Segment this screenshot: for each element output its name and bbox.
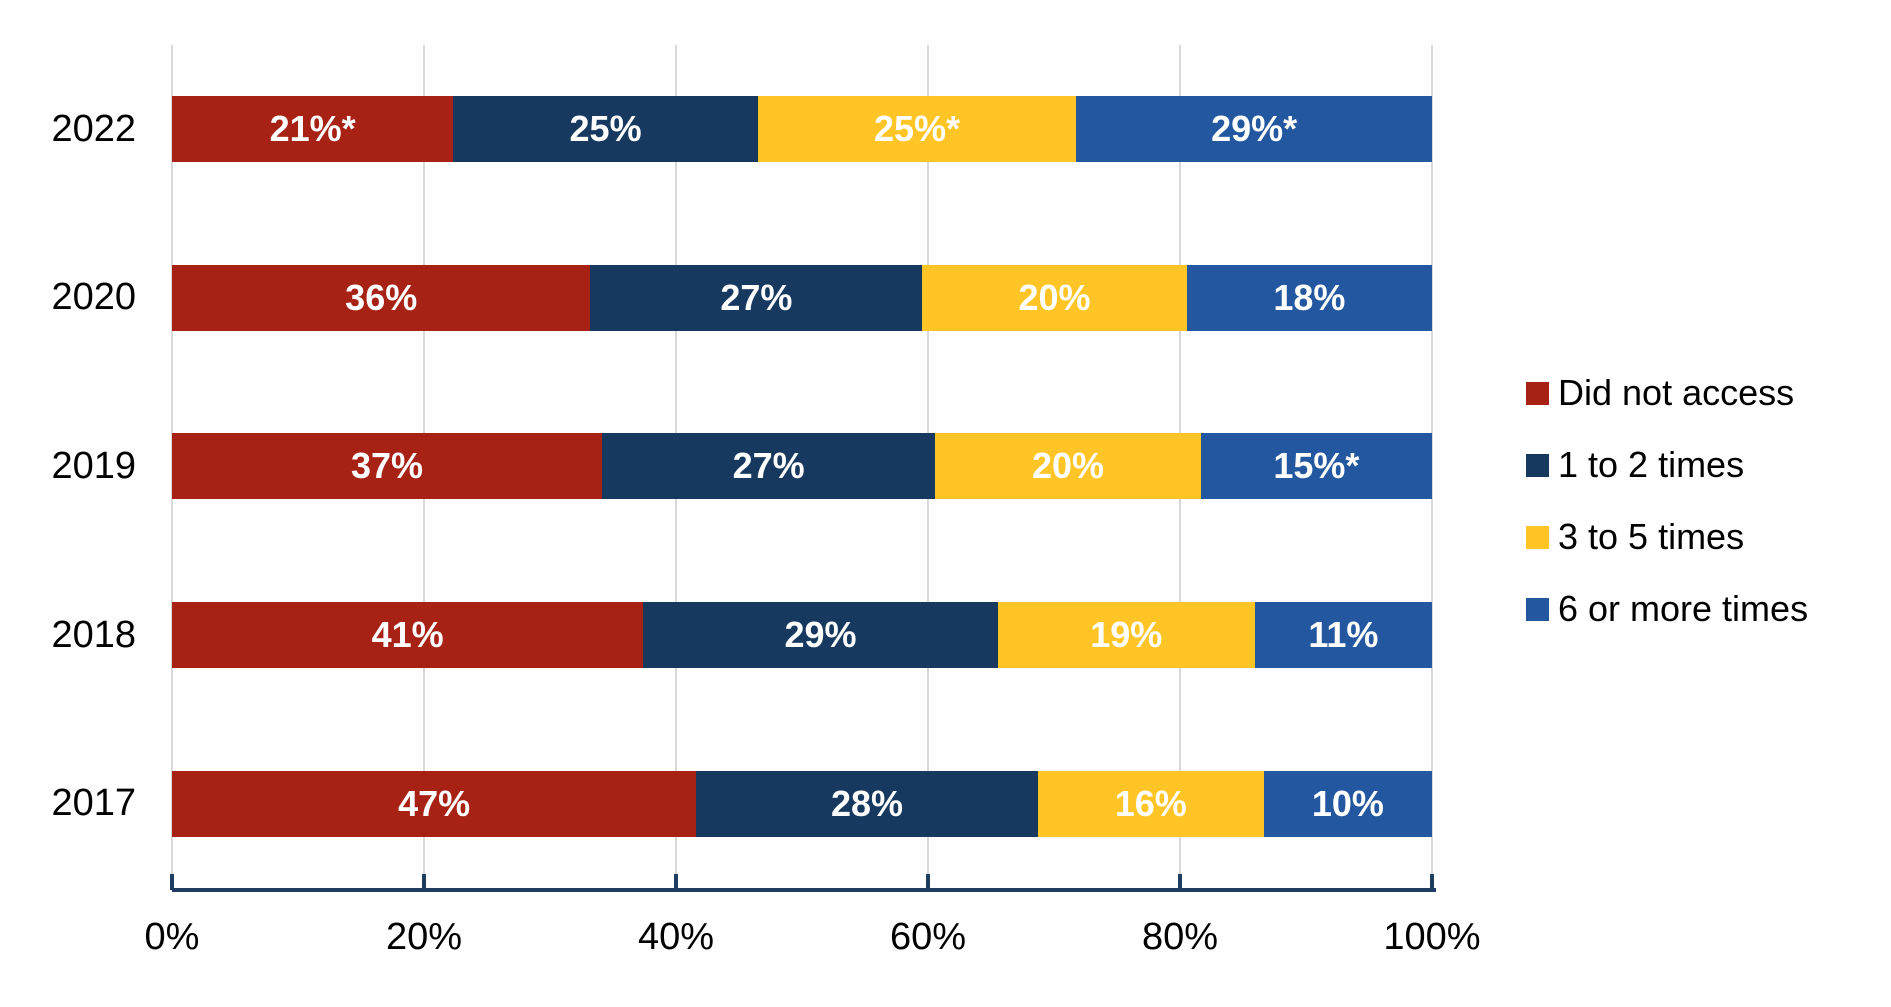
x-axis-tick [673,874,678,890]
bar-row: 2017 47% 28% 16% 10% [51,719,1432,888]
bar-segment: 25% [453,96,758,163]
legend-item: Did not access [1526,371,1808,415]
bar-segment: 37% [172,433,603,500]
segment-label: 15%* [1273,445,1360,487]
bar-row: 2022 21%* 25% 25%* 29%* [51,45,1432,214]
bar-segment: 41% [172,602,644,669]
segment-label: 21%* [269,108,356,150]
bar-row: 2018 41% 29% 19% 11% [51,551,1433,720]
bar-segment: 29%* [1076,96,1432,163]
bar-segment: 25%* [757,96,1077,163]
segment-label: 29%* [1211,108,1298,150]
legend-item: 6 or more times [1526,587,1808,631]
bar-row: 2020 36% 27% 20% 18% [51,214,1432,383]
stacked-bar: 41% 29% 19% 11% [172,602,1433,669]
x-axis-tick [1177,874,1182,890]
x-axis-tick [421,874,426,890]
legend-item: 3 to 5 times [1526,515,1808,559]
bar-segment: 18% [1186,264,1432,331]
segment-label: 11% [1308,614,1379,656]
legend-label: 3 to 5 times [1558,516,1745,557]
bar-segment: 20% [922,264,1187,331]
legend-item: 1 to 2 times [1526,443,1808,487]
x-axis-tick [925,874,930,890]
x-tick-label: 20% [385,916,463,958]
bar-segment: 16% [1037,770,1264,837]
bar-segment: 36% [172,264,591,331]
gridline [1431,45,1433,888]
segment-label: 27% [720,276,793,318]
segment-label: 16% [1114,782,1187,824]
bar-segment: 15%* [1200,433,1432,500]
segment-label: 18% [1273,276,1346,318]
bar-segment: 47% [172,770,697,837]
year-label: 2022 [51,107,136,150]
x-axis [170,874,1436,892]
legend-label: 6 or more times [1558,588,1809,629]
segment-label: 47% [398,782,471,824]
segment-label: 41% [371,614,444,656]
bar-segment: 20% [935,433,1201,500]
segment-label: 10% [1311,782,1384,824]
legend-swatch [1526,381,1549,405]
segment-label: 25% [569,108,642,150]
x-tick-label: 0% [144,916,200,958]
legend-label: Did not access [1558,372,1795,413]
bar-segment: 19% [997,602,1255,669]
segment-label: 27% [732,445,805,487]
bar-segment: 28% [696,770,1038,837]
segment-label: 29% [784,614,857,656]
x-tick-label: 80% [1141,916,1219,958]
legend-label: 1 to 2 times [1558,444,1745,485]
bar-segment: 10% [1263,770,1432,837]
year-label: 2018 [51,613,136,656]
bar-rows: 2022 21%* 25% 25%* 29%* 2020 36% 27% 20% 18% 2019 3… [51,45,1433,888]
year-label: 2019 [51,444,136,487]
year-label: 2017 [51,782,136,825]
legend-swatch [1526,525,1549,549]
x-tick-label: 100% [1383,916,1481,958]
x-axis-tick [170,874,174,890]
segment-label: 37% [350,445,424,487]
plot-area: 2022 21%* 25% 25%* 29%* 2020 36% 27% 20% 18% 2019 3… [51,45,1433,888]
x-tick-label: 60% [889,916,967,958]
stacked-bar: 36% 27% 20% 18% [172,264,1432,331]
x-axis-tick [1429,874,1434,890]
bar-segment: 27% [590,264,923,331]
x-axis-tick-labels: 0% 20% 40% 60% 80% 100% [145,916,1481,972]
segment-label: 28% [830,782,904,824]
year-label: 2020 [51,276,136,319]
x-axis-line [172,888,1436,892]
bar-segment: 11% [1254,602,1433,669]
stacked-bar: 47% 28% 16% 10% [172,770,1432,837]
bar-row: 2019 37% 27% 20% 15%* [51,382,1432,551]
segment-label: 19% [1090,614,1163,656]
legend: Did not access 1 to 2 times 3 to 5 times 6 … [1526,371,1808,631]
segment-label: 20% [1018,276,1091,318]
segment-label: 36% [345,276,418,318]
bar-segment: 27% [602,433,936,500]
segment-label: 20% [1032,445,1105,487]
stacked-bar: 37% 27% 20% 15%* [172,433,1432,500]
x-tick-label: 40% [637,916,715,958]
bar-segment: 29% [643,602,998,669]
bar-segment: 21%* [172,96,454,163]
legend-swatch [1526,453,1549,477]
segment-label: 25%* [874,108,961,150]
legend-swatch [1526,597,1549,621]
stacked-bar: 21%* 25% 25%* 29%* [172,96,1432,163]
